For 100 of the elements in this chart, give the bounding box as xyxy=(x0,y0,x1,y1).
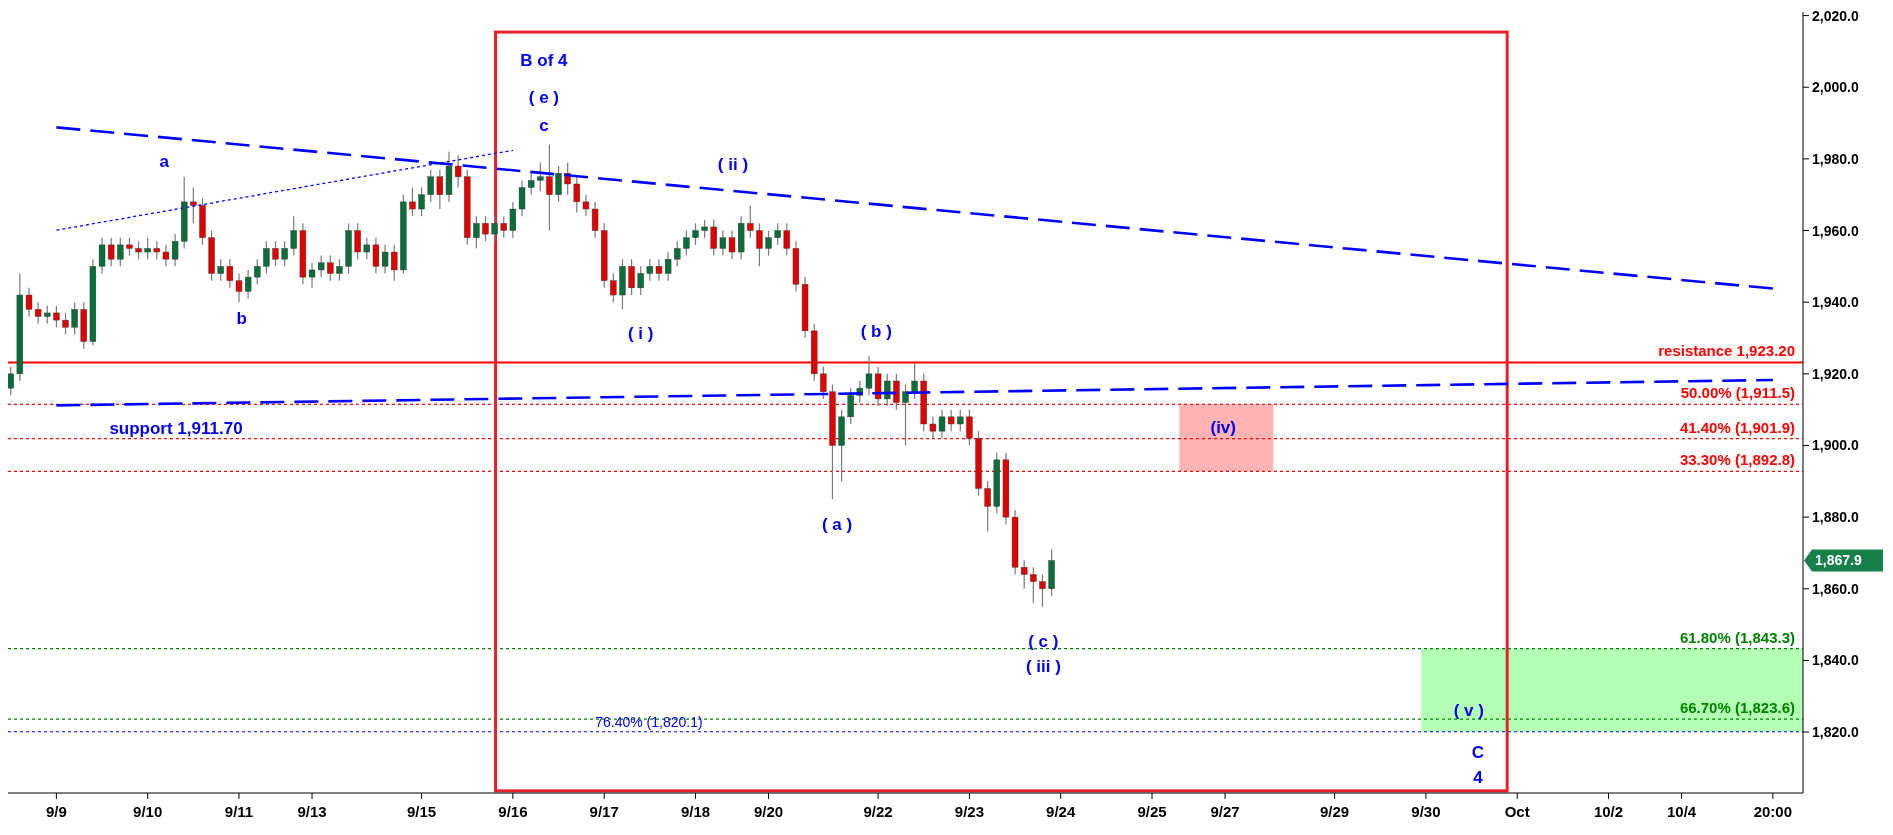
candlestick xyxy=(244,269,252,300)
x-tick-label: 9/18 xyxy=(680,803,711,820)
candlestick xyxy=(318,255,325,278)
candlestick xyxy=(254,258,261,285)
x-tick-label: 9/15 xyxy=(407,803,437,820)
x-tick-label: 10/2 xyxy=(1593,803,1624,820)
y-tick-label: 2,000.0 xyxy=(1812,79,1859,96)
candlestick xyxy=(546,143,553,232)
candlestick xyxy=(710,219,717,257)
annotation: C xyxy=(1471,743,1485,763)
candlestick xyxy=(409,186,416,217)
annotation: a xyxy=(159,151,170,171)
x-tick-label: 9/11 xyxy=(224,803,254,820)
candlestick xyxy=(391,244,398,282)
y-tick-label: 1,940.0 xyxy=(1812,294,1859,311)
y-tick-label: 1,880.0 xyxy=(1812,509,1859,526)
candlestick xyxy=(537,161,544,192)
candlestick xyxy=(646,258,654,282)
candlestick xyxy=(8,366,14,396)
candlestick xyxy=(117,237,124,267)
candlestick xyxy=(482,215,489,242)
candlestick xyxy=(637,265,644,296)
annotation: ( a ) xyxy=(821,515,853,535)
x-tick-label: 20:00 xyxy=(1753,803,1793,820)
candlestick xyxy=(947,409,955,432)
x-tick-label: 9/27 xyxy=(1210,803,1240,820)
ref-line-label: 66.70% (1,823.6) xyxy=(1679,699,1795,717)
annotation: b xyxy=(236,309,247,329)
candlestick xyxy=(984,480,991,533)
candlestick xyxy=(1030,566,1037,604)
candlestick xyxy=(902,383,909,447)
x-tick-label: 9/20 xyxy=(753,803,784,820)
candlestick xyxy=(1039,573,1046,608)
y-tick-label: 1,980.0 xyxy=(1812,150,1859,167)
annotation: c xyxy=(539,116,549,136)
annotation: B of 4 xyxy=(520,51,569,71)
candlestick xyxy=(217,258,224,282)
candlestick xyxy=(454,154,462,189)
candlestick xyxy=(911,362,918,400)
candlestick xyxy=(527,172,535,196)
x-tick-label: 9/23 xyxy=(954,803,985,820)
x-tick-label: 10/4 xyxy=(1666,803,1697,820)
annotation: ( iii ) xyxy=(1025,657,1061,677)
candlestick xyxy=(354,222,361,260)
y-tick-label: 1,860.0 xyxy=(1812,580,1859,597)
candlestick xyxy=(683,229,690,257)
candlestick xyxy=(783,222,790,257)
candlestick xyxy=(774,222,781,246)
candlestick xyxy=(427,169,434,203)
candlestick xyxy=(820,366,827,400)
candlestick xyxy=(692,222,699,246)
annotation: ( v ) xyxy=(1453,700,1484,720)
y-tick-label: 1,920.0 xyxy=(1812,365,1859,382)
ref-line-label: resistance 1,923.20 xyxy=(1658,342,1795,360)
candlestick xyxy=(491,215,498,242)
annotation: ( c ) xyxy=(1028,632,1059,652)
candlestick xyxy=(555,165,562,203)
annotation: support 1,911.70 xyxy=(109,418,243,438)
x-tick-label: 9/10 xyxy=(133,803,163,820)
candlestick xyxy=(573,176,580,214)
y-tick-label: 1,840.0 xyxy=(1812,652,1859,669)
x-tick-label: 9/9 xyxy=(45,803,67,820)
candlestick xyxy=(628,258,635,296)
candlestick xyxy=(235,272,243,303)
candlestick xyxy=(363,237,370,260)
candlestick xyxy=(336,258,343,282)
candlestick xyxy=(62,312,69,336)
x-tick-label: 9/25 xyxy=(1137,803,1167,820)
candlestick xyxy=(281,240,288,267)
x-tick-label: 9/22 xyxy=(863,803,893,820)
candlestick xyxy=(473,215,480,250)
x-tick-label: 9/17 xyxy=(589,803,619,820)
ref-line-label: 33.30% (1,892.8) xyxy=(1679,451,1795,469)
x-tick-label: 9/30 xyxy=(1411,803,1441,820)
candlestick xyxy=(884,373,891,407)
y-tick-label: 1,820.0 xyxy=(1812,724,1859,741)
candlestick xyxy=(53,305,60,328)
candlestick xyxy=(957,409,964,432)
candlestick xyxy=(610,272,617,303)
candlestick xyxy=(747,204,754,239)
annotation: 4 xyxy=(1473,767,1484,787)
annotation: ( e ) xyxy=(528,87,560,107)
candlestick xyxy=(25,287,33,318)
candlestick xyxy=(966,409,973,447)
candlestick xyxy=(290,215,297,257)
candlestick xyxy=(144,237,151,260)
candlestick xyxy=(34,301,42,325)
candlestick xyxy=(500,215,507,239)
candlestick xyxy=(1021,559,1028,590)
ref-line-label: 50.00% (1,911.5) xyxy=(1680,384,1795,402)
x-tick-label: 9/13 xyxy=(297,803,327,820)
text: 1,867.9 xyxy=(1815,552,1862,569)
candlestick xyxy=(436,169,444,210)
candlestick xyxy=(226,258,234,289)
x-tick-label: Oct xyxy=(1504,803,1530,820)
annotation: ( b ) xyxy=(860,321,892,341)
y-tick-label: 1,900.0 xyxy=(1812,437,1859,454)
ref-line-label: 41.40% (1,901.9) xyxy=(1679,418,1795,436)
candlestick xyxy=(71,301,78,336)
candlestick xyxy=(263,240,270,275)
